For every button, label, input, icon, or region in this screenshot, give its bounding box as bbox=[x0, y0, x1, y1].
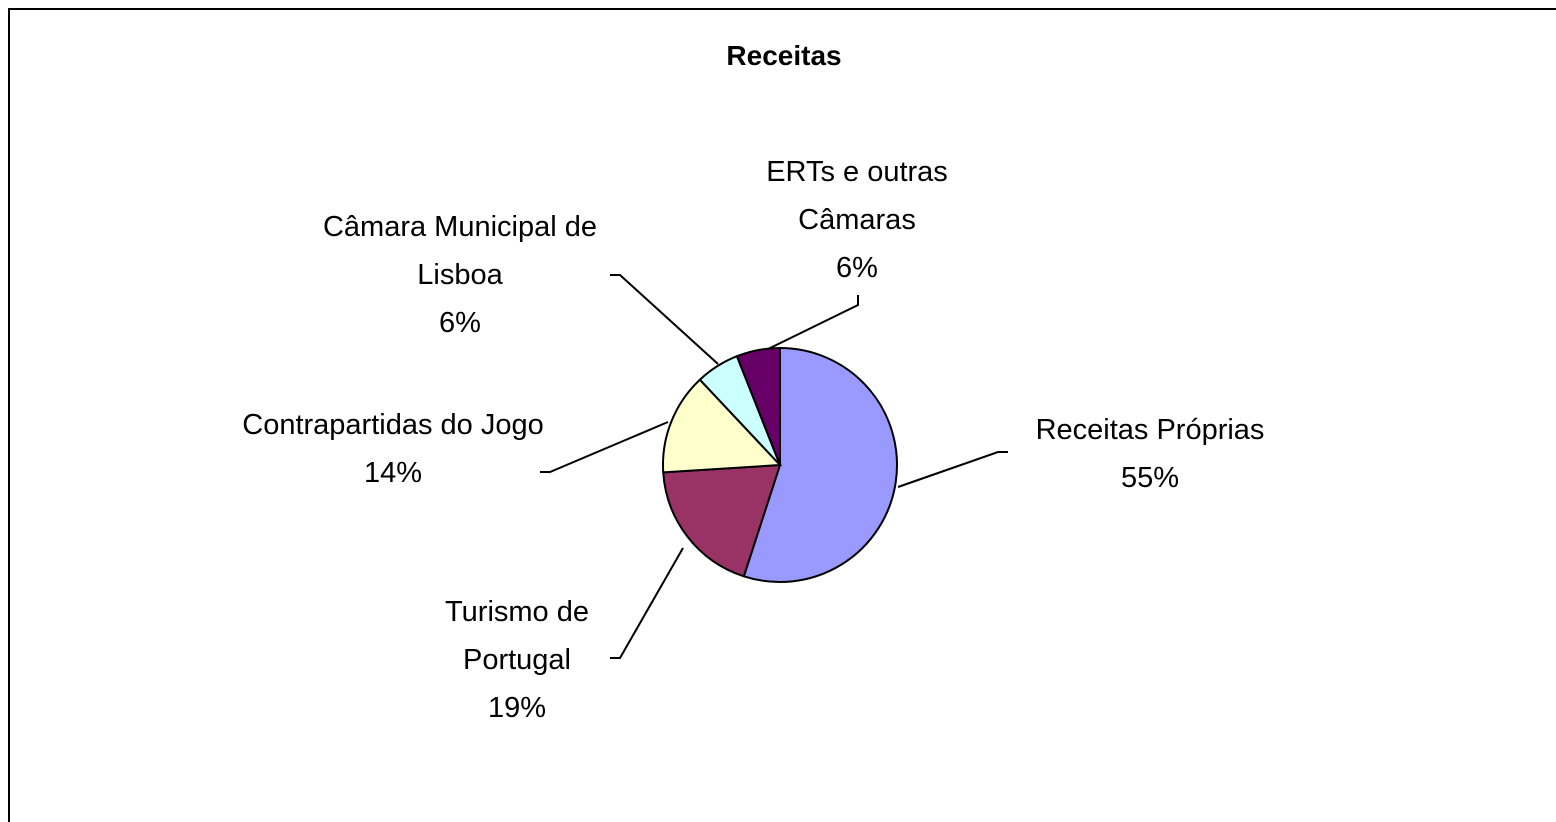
slice-label: Câmara Municipal de Lisboa 6% bbox=[300, 203, 620, 347]
slice-percent: 6% bbox=[836, 252, 878, 284]
slice-category: Câmara Municipal de Lisboa bbox=[322, 211, 597, 291]
pie-slice bbox=[742, 346, 898, 583]
leader-line bbox=[610, 274, 719, 365]
leader-line bbox=[540, 421, 669, 473]
slice-label: Contrapartidas do Jogo 14% bbox=[233, 401, 553, 497]
slice-percent: 6% bbox=[439, 307, 481, 339]
slice-label: Receitas Próprias 55% bbox=[960, 406, 1340, 502]
leader-line bbox=[610, 547, 684, 659]
slice-label: ERTs e outras Câmaras 6% bbox=[727, 148, 987, 292]
slice-percent: 19% bbox=[487, 692, 547, 724]
slice-category: Receitas Próprias bbox=[1035, 414, 1265, 446]
slice-label: Turismo de Portugal 19% bbox=[407, 588, 627, 732]
chart-title: Receitas bbox=[726, 40, 842, 71]
slice-category: ERTs e outras Câmaras bbox=[766, 156, 948, 236]
pie-slice bbox=[662, 378, 783, 474]
slice-category: Turismo de Portugal bbox=[445, 596, 589, 676]
slice-percent: 14% bbox=[363, 457, 423, 489]
pie-slice bbox=[735, 346, 781, 466]
pie-slice bbox=[662, 463, 782, 578]
slice-percent: 55% bbox=[1120, 462, 1180, 494]
frame bbox=[8, 8, 1556, 822]
leader-line bbox=[897, 451, 1008, 488]
leader-lines bbox=[540, 274, 1008, 659]
slice-category: Contrapartidas do Jogo bbox=[242, 409, 544, 441]
leader-line bbox=[761, 295, 859, 353]
